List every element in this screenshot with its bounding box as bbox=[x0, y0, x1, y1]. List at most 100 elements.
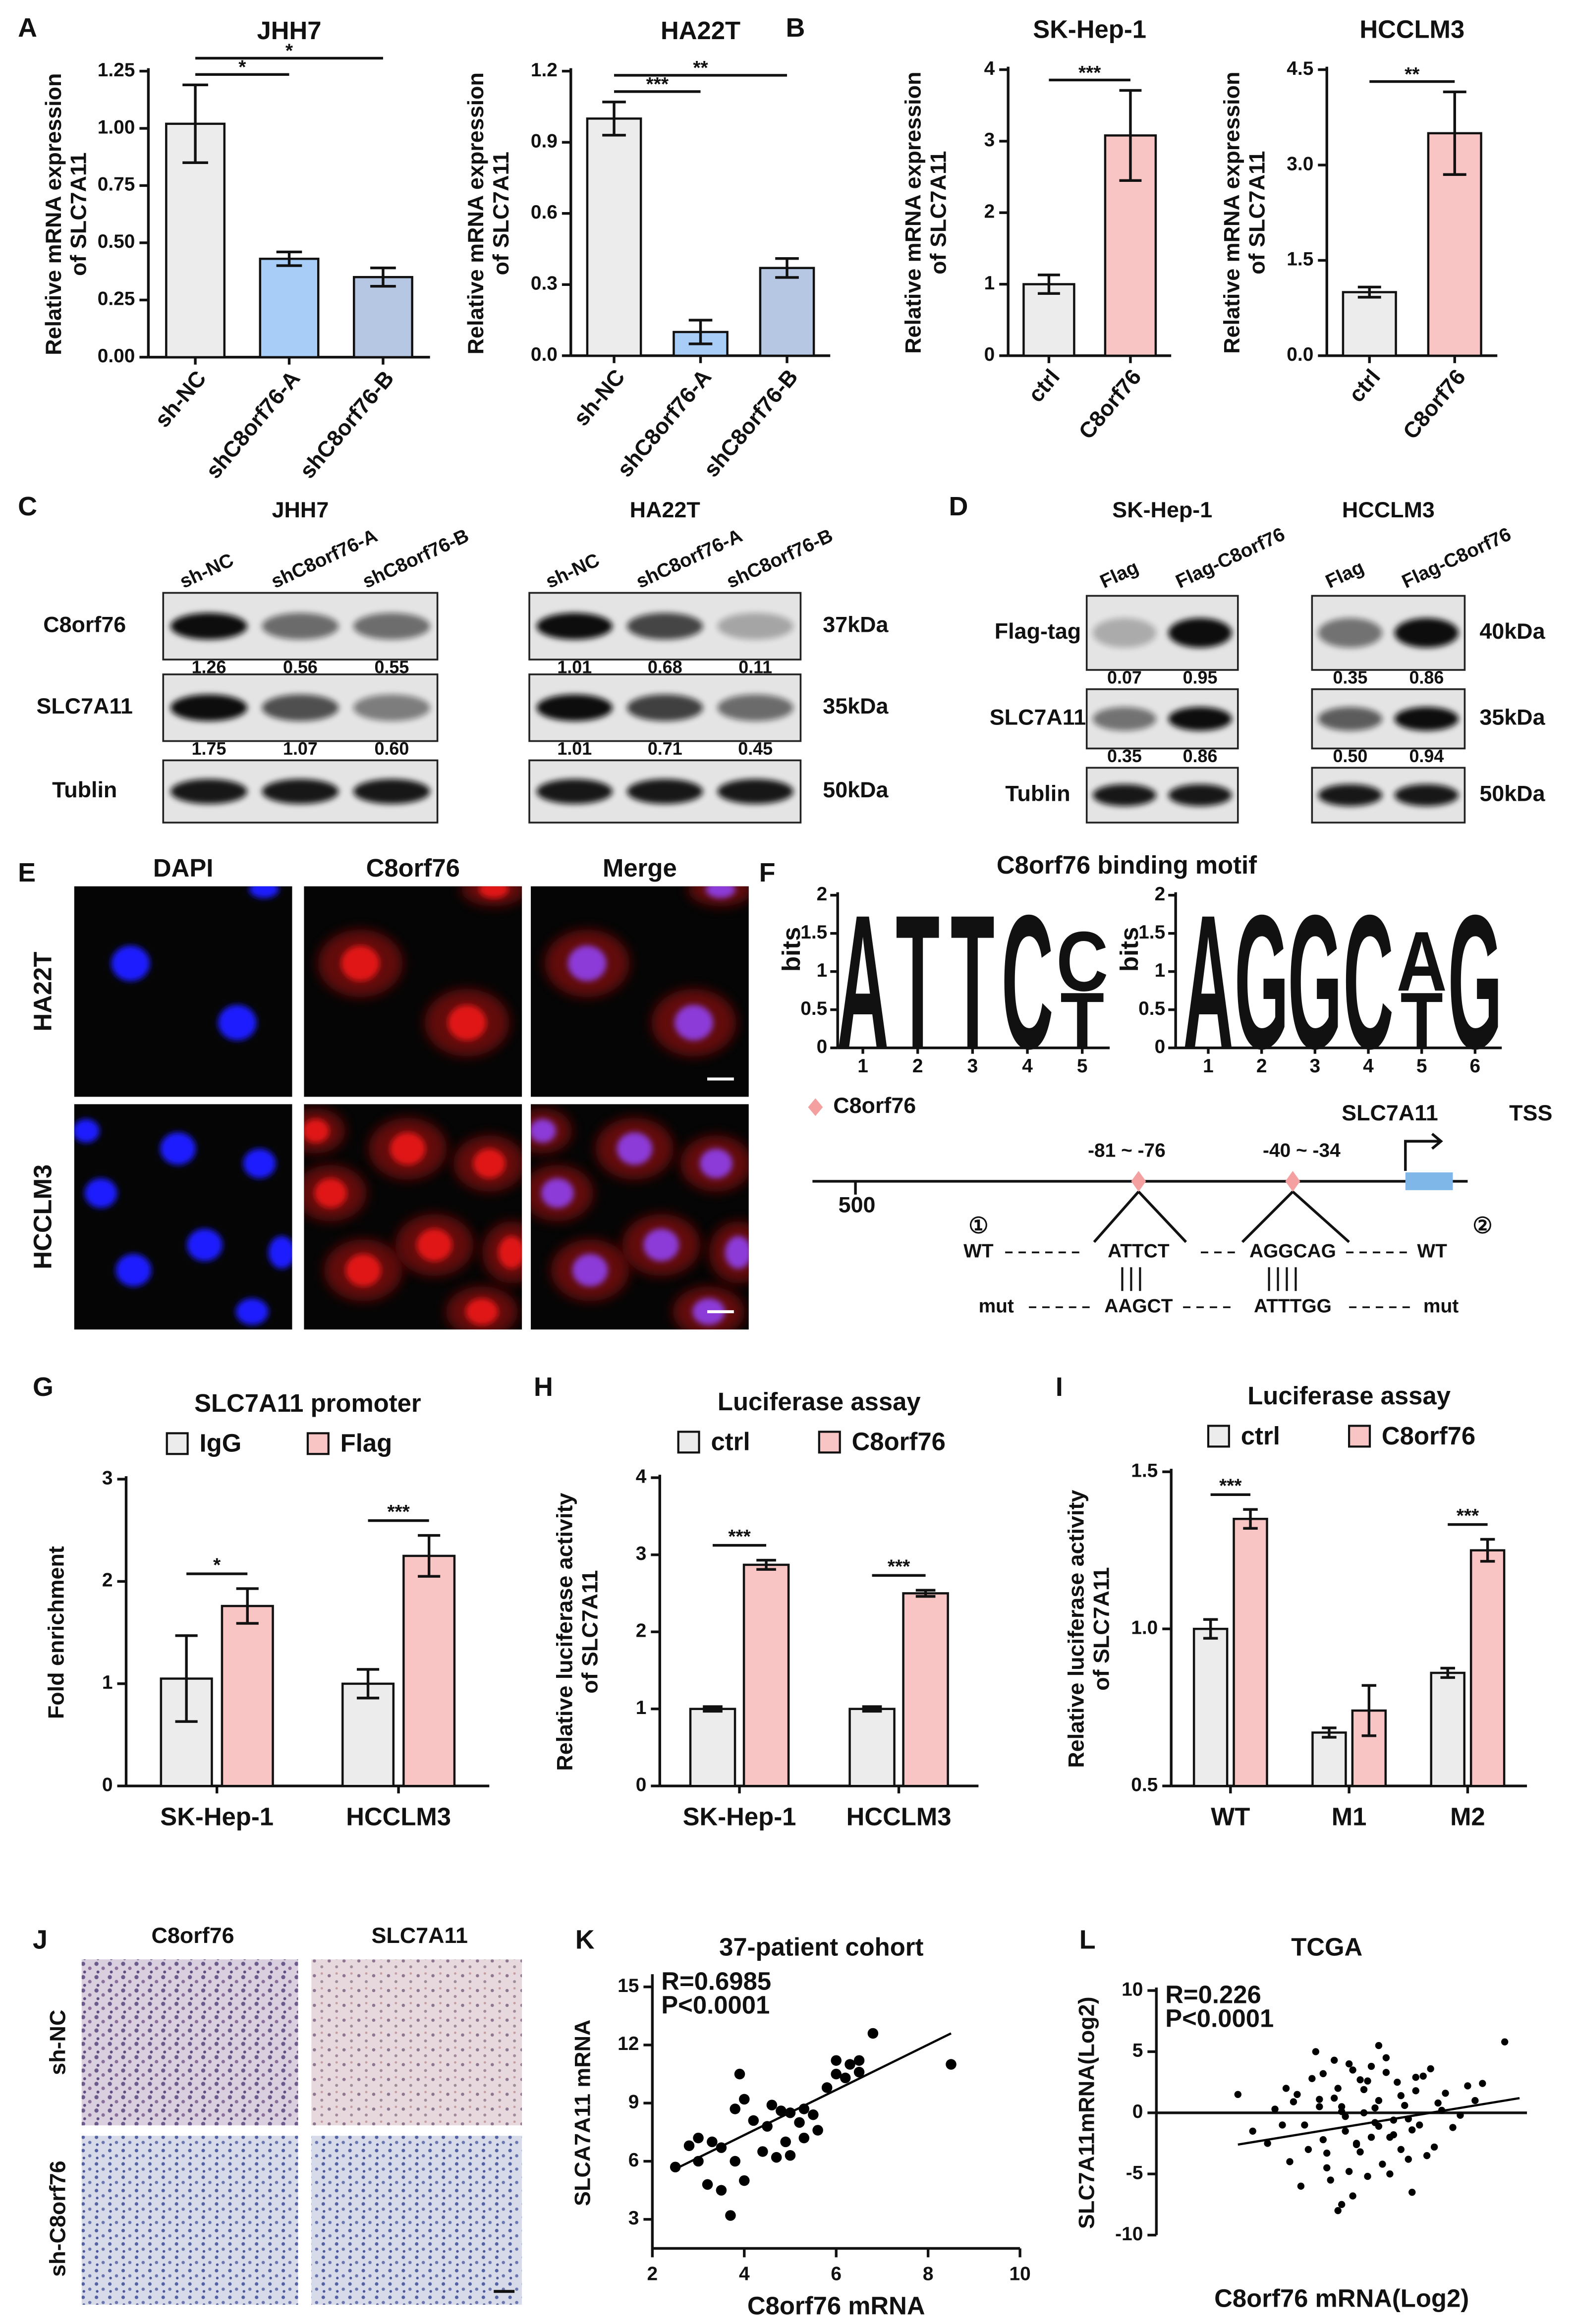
error-bar bbox=[756, 1558, 776, 1571]
bar bbox=[1022, 283, 1075, 357]
diagram-legend: C8orf76 bbox=[833, 1093, 916, 1118]
band bbox=[262, 694, 339, 721]
point bbox=[670, 2161, 681, 2173]
error-bar bbox=[236, 1587, 259, 1625]
y-axis-label: of SLC7A11 bbox=[488, 152, 513, 275]
exon bbox=[1405, 1172, 1453, 1190]
bar bbox=[221, 1605, 274, 1787]
logo-y-tick-label: 0.5 bbox=[1138, 998, 1165, 1019]
point bbox=[1331, 2056, 1338, 2064]
significance-label: * bbox=[238, 57, 246, 78]
point bbox=[1290, 2098, 1297, 2105]
logo-position: 1 bbox=[1203, 1055, 1214, 1077]
point bbox=[840, 2072, 851, 2084]
logo-position: 6 bbox=[1470, 1055, 1481, 1077]
logo-y-tick-label: 1 bbox=[1155, 960, 1166, 981]
logo-y-tick-label: 1.5 bbox=[800, 922, 827, 943]
point bbox=[844, 2059, 855, 2070]
point bbox=[1234, 2091, 1241, 2098]
point bbox=[707, 2136, 718, 2148]
bar bbox=[1342, 291, 1397, 357]
site-label: -81 ~ -76 bbox=[1088, 1140, 1166, 1161]
point bbox=[1412, 2074, 1419, 2081]
logo-letter: G bbox=[1235, 876, 1289, 1089]
significance-label: *** bbox=[1219, 1476, 1242, 1497]
row-label: Tublin bbox=[1005, 781, 1070, 806]
y-tick-label: 3 bbox=[628, 2208, 639, 2229]
y-axis-label: Relative mRNA expression bbox=[901, 72, 926, 354]
point bbox=[1379, 2160, 1386, 2168]
quantification: 0.60 bbox=[374, 739, 409, 759]
point bbox=[1442, 2090, 1449, 2097]
legend-swatch bbox=[818, 1431, 841, 1454]
error-bar bbox=[1480, 1538, 1495, 1563]
x-tick-label: 10 bbox=[1009, 2264, 1030, 2285]
point bbox=[1394, 2078, 1401, 2086]
band bbox=[1168, 618, 1232, 648]
point bbox=[1427, 2065, 1434, 2073]
point bbox=[946, 2059, 957, 2070]
point bbox=[702, 2179, 713, 2190]
y-axis-label: of SLC7A11 bbox=[66, 153, 91, 276]
band bbox=[170, 694, 247, 721]
point bbox=[821, 2082, 833, 2093]
column-label: C8orf76 bbox=[366, 854, 460, 882]
wt-seq: AGGCAG bbox=[1249, 1241, 1336, 1262]
logo-position: 3 bbox=[967, 1055, 978, 1077]
marker: ② bbox=[1472, 1213, 1492, 1238]
error-bar bbox=[1203, 1618, 1218, 1640]
point bbox=[748, 2115, 759, 2126]
point bbox=[1249, 2127, 1256, 2135]
nucleus bbox=[84, 1178, 117, 1208]
legend-label: ctrl bbox=[1241, 1422, 1280, 1450]
point bbox=[1375, 2122, 1383, 2130]
chart-title: JHH7 bbox=[257, 16, 322, 45]
row-label: sh-NC bbox=[45, 2010, 70, 2075]
point bbox=[1349, 2066, 1356, 2074]
nucleus bbox=[572, 1254, 608, 1287]
y-axis-label: Relative mRNA expression bbox=[41, 73, 66, 355]
y-tick-label: 0 bbox=[984, 344, 995, 365]
logo-y-label: bits bbox=[777, 927, 805, 972]
y-tick-label: 3 bbox=[984, 129, 995, 151]
point bbox=[867, 2028, 879, 2039]
y-tick-label: 2 bbox=[102, 1570, 113, 1591]
y-axis-label: of SLC7A11 bbox=[1088, 1567, 1114, 1691]
error-bar bbox=[775, 257, 799, 279]
panel-label: B bbox=[786, 13, 805, 43]
point bbox=[808, 2109, 819, 2120]
y-tick-label: 1.0 bbox=[1131, 1617, 1158, 1638]
nucleus bbox=[304, 1119, 330, 1143]
y-tick-label: 0.00 bbox=[98, 345, 135, 367]
point bbox=[1371, 2104, 1379, 2112]
significance-label: *** bbox=[728, 1526, 751, 1548]
image-content bbox=[304, 1108, 522, 1329]
site-label: -40 ~ -34 bbox=[1263, 1140, 1341, 1161]
quantification: 0.45 bbox=[738, 739, 773, 759]
y-axis-label: of SLC7A11 bbox=[925, 151, 951, 275]
point bbox=[1397, 2146, 1405, 2153]
y-tick-label: 0.25 bbox=[98, 288, 135, 310]
band bbox=[1168, 707, 1232, 731]
mut-seq: ATTTGG bbox=[1254, 1295, 1332, 1317]
band bbox=[170, 612, 247, 640]
nucleus bbox=[465, 1298, 499, 1326]
panel-label: I bbox=[1056, 1372, 1063, 1402]
point bbox=[1405, 2156, 1412, 2163]
nucleus bbox=[160, 1132, 196, 1165]
band bbox=[170, 779, 247, 804]
band bbox=[262, 779, 339, 804]
image-bg bbox=[304, 886, 522, 1097]
y-axis-label: of SLC7A11 bbox=[577, 1570, 603, 1694]
band bbox=[627, 779, 703, 804]
logo-letter: G bbox=[1288, 876, 1342, 1089]
x-axis-label: C8orf76 mRNA(Log2) bbox=[1214, 2284, 1469, 2313]
point bbox=[1449, 2124, 1457, 2131]
row-label: HA22T bbox=[28, 952, 56, 1032]
point bbox=[794, 2117, 805, 2128]
point bbox=[831, 2068, 842, 2080]
point bbox=[1297, 2182, 1305, 2190]
logo-position: 4 bbox=[1022, 1055, 1033, 1077]
y-axis-label: SLCA7A11 mRNA bbox=[570, 2020, 595, 2206]
bar bbox=[848, 1708, 896, 1787]
